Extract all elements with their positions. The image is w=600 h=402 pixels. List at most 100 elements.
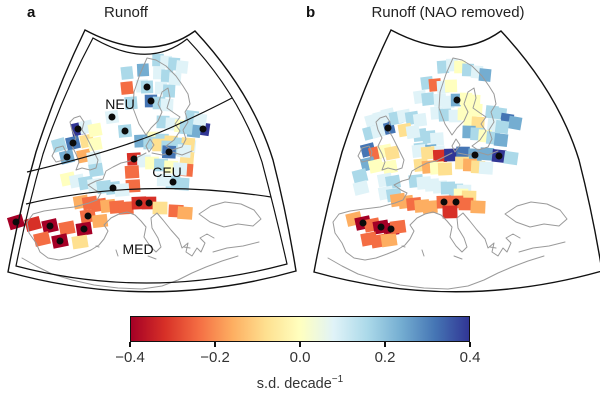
significance-dot — [440, 198, 448, 206]
grid-cell — [136, 63, 150, 77]
significance-dot — [56, 237, 64, 245]
colorbar-tick-mark — [299, 342, 301, 347]
grid-cell — [438, 108, 452, 122]
map-frame-outline — [7, 29, 297, 293]
grid-cell — [87, 122, 103, 138]
grid-cell — [156, 173, 172, 187]
panel-b-letter: b — [306, 4, 316, 21]
grid-cell — [382, 159, 398, 175]
grid-cell — [174, 177, 190, 191]
grid-cell — [429, 132, 445, 146]
grid-cell — [91, 213, 109, 229]
significance-dot — [46, 222, 54, 230]
colorbar-tick-mark — [214, 342, 216, 347]
grid-cell — [364, 113, 380, 129]
grid-cell — [380, 232, 398, 248]
significance-dot — [145, 199, 153, 207]
grid-cell — [412, 112, 428, 128]
panel-a-letter: a — [27, 4, 36, 21]
significance-dot — [165, 148, 173, 156]
grid-cell — [71, 234, 89, 250]
region-label-ceu: CEU — [152, 164, 182, 180]
grid-cell — [367, 158, 385, 174]
map-frame-outline — [313, 29, 600, 293]
grid-cell — [50, 137, 68, 153]
grid-cell — [470, 200, 486, 214]
grid-cell — [456, 146, 470, 160]
grid-cell — [175, 60, 189, 74]
grid-cell — [503, 150, 519, 166]
colorbar-tick-label: 0.0 — [289, 349, 311, 366]
grid-cell — [478, 161, 494, 175]
significance-dot — [359, 219, 367, 227]
significance-dot — [169, 178, 177, 186]
significance-dots — [12, 83, 207, 245]
grid-cell — [454, 60, 466, 74]
grid-cell — [120, 66, 134, 80]
significance-dot — [471, 151, 479, 159]
grid-cell — [493, 132, 509, 148]
colorbar-gradient — [130, 316, 470, 342]
map-panel-a: NEU CEU MED — [6, 29, 297, 293]
panel-b-title: Runoff (NAO removed) — [371, 4, 525, 21]
grid-cell — [87, 136, 103, 152]
grid-cell — [437, 162, 453, 176]
colorbar-tick-mark — [469, 342, 471, 347]
significance-dot — [84, 212, 92, 220]
significance-dot — [452, 198, 460, 206]
grid-cell — [58, 220, 76, 236]
panel-a-title: Runoff — [104, 4, 148, 21]
significance-dot — [135, 199, 143, 207]
grid-cell — [88, 162, 104, 178]
coastline — [327, 57, 568, 290]
ceu-med-boundary — [25, 187, 272, 205]
region-box-outline — [15, 37, 288, 284]
significance-dot — [199, 125, 207, 133]
significance-dot — [387, 225, 395, 233]
significance-dot — [147, 97, 155, 105]
grid-cell — [168, 72, 182, 86]
grid-cell — [444, 79, 458, 93]
colorbar-tick-label: −0.4 — [115, 349, 145, 366]
significance-dot — [108, 113, 116, 121]
significance-dot — [80, 225, 88, 233]
significance-dot — [384, 124, 392, 132]
grid-cell — [118, 201, 134, 215]
colorbar-tick-label: 0.2 — [374, 349, 396, 366]
colorbar-unit-label: s.d. decade−1 — [256, 374, 344, 392]
grid-cell — [458, 197, 474, 211]
grid-cell — [177, 206, 193, 220]
grid-cell — [405, 124, 421, 140]
grid-cell — [172, 162, 188, 176]
grid-cell — [384, 145, 400, 161]
colorbar-tick-mark — [384, 342, 386, 347]
significance-dot — [69, 139, 77, 147]
grid-cell — [192, 112, 208, 128]
colorbar-tick-label: −0.2 — [200, 349, 230, 366]
significance-dot — [121, 127, 129, 135]
significance-dot — [377, 223, 385, 231]
grid-cell — [120, 81, 134, 95]
significance-dot — [453, 96, 461, 104]
grid-cell — [432, 149, 448, 163]
grid-cell — [124, 96, 138, 110]
grid-cell — [178, 121, 194, 135]
significance-dot — [74, 125, 82, 133]
colorbar-tick-mark — [129, 342, 131, 347]
grid-cell — [507, 115, 523, 131]
colorbar-tick-label: 0.4 — [459, 349, 481, 366]
grid-cell — [352, 180, 370, 196]
grid-cell — [478, 68, 492, 82]
significance-dot — [495, 152, 503, 160]
grid-cell — [442, 205, 458, 219]
grid-cell — [436, 60, 450, 74]
grid-cell — [422, 200, 438, 214]
grid-cell — [351, 168, 369, 184]
grid-cell — [160, 98, 174, 112]
significance-dots — [359, 96, 503, 233]
significance-dot — [109, 184, 117, 192]
region-label-neu: NEU — [105, 96, 135, 112]
significance-dot — [63, 153, 71, 161]
